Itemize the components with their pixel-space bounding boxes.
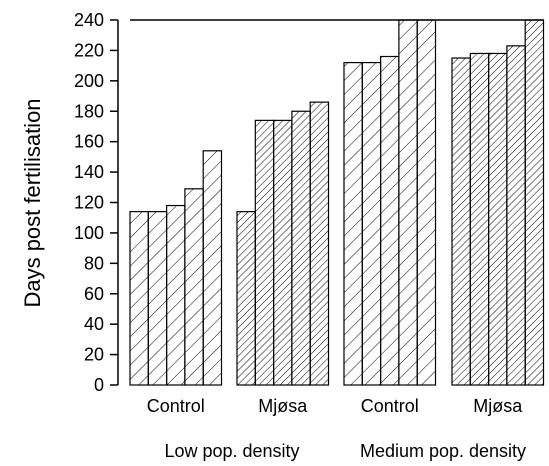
bar	[488, 52, 508, 386]
y-tick-label: 80	[84, 253, 104, 273]
bar	[202, 150, 223, 386]
bar	[506, 45, 526, 386]
y-tick-label: 240	[74, 10, 104, 30]
bar	[129, 211, 149, 386]
bar	[309, 101, 330, 386]
bar	[524, 19, 545, 386]
bar	[236, 211, 256, 386]
bar	[343, 61, 363, 386]
y-tick-label: 220	[74, 40, 104, 60]
bar	[469, 52, 490, 386]
x-axis-labels: Control Mjøsa Control Mjøsa	[147, 396, 524, 416]
y-tick-label: 0	[94, 375, 104, 395]
bar	[451, 57, 471, 386]
y-tick-label: 180	[74, 101, 104, 121]
bar	[254, 119, 275, 386]
bar	[166, 204, 186, 386]
x-category-label: Control	[147, 396, 205, 416]
y-tick-label: 160	[74, 132, 104, 152]
bar	[380, 55, 400, 386]
bar	[147, 211, 168, 386]
bar	[273, 119, 293, 386]
x-category-label: Mjøsa	[258, 396, 308, 416]
density-label-medium: Medium pop. density	[360, 441, 526, 461]
x-category-label: Mjøsa	[473, 396, 523, 416]
y-axis: 0 20 40 60 80 100 120 140 160 180 200 220 240	[74, 10, 118, 395]
y-tick-label: 100	[74, 223, 104, 243]
y-tick-label: 20	[84, 345, 104, 365]
x-category-label: Control	[361, 396, 419, 416]
y-tick-label: 200	[74, 71, 104, 91]
bars-layer	[129, 19, 545, 386]
y-tick-label: 60	[84, 284, 104, 304]
y-tick-label: 140	[74, 162, 104, 182]
density-label-low: Low pop. density	[164, 441, 299, 461]
bar	[361, 61, 382, 386]
y-tick-label: 120	[74, 193, 104, 213]
bar	[184, 188, 204, 386]
bar	[416, 19, 437, 386]
y-tick-label: 40	[84, 314, 104, 334]
bar	[291, 110, 311, 386]
bar	[398, 19, 418, 386]
y-axis-title: Days post fertilisation	[20, 98, 45, 307]
